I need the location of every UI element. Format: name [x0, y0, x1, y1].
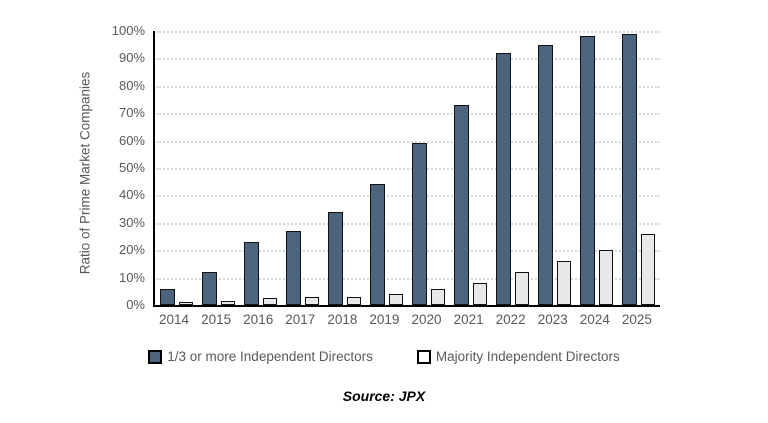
bar-group-2024 [576, 31, 618, 305]
x-axis-label-2015: 2015 [201, 312, 232, 327]
x-axis-label-2025: 2025 [621, 312, 652, 327]
bar-majority-2025 [641, 233, 656, 305]
gridline [156, 222, 660, 225]
y-tick-label: 50% [118, 160, 145, 175]
bar-one-third-2016 [243, 241, 259, 305]
bar-majority-2024 [599, 250, 614, 305]
legend-item-one-third: 1/3 or more Independent Directors [148, 349, 373, 364]
y-tick-label: 60% [118, 132, 145, 148]
bar-one-third-2015 [201, 272, 217, 305]
x-axis-label-2021: 2021 [453, 312, 484, 327]
legend: 1/3 or more Independent Directors Majori… [0, 349, 768, 364]
x-axis-label-2017: 2017 [285, 312, 316, 327]
source-note: Source: JPX [342, 388, 426, 404]
bar-group-2015 [197, 31, 239, 305]
gridline [156, 140, 660, 143]
bar-majority-2022 [515, 272, 530, 305]
y-axis-title: Ratio of Prime Market Companies [77, 71, 93, 275]
bar-group-2016 [239, 31, 281, 305]
legend-marker-one-third-icon [148, 349, 163, 364]
x-axis-label-2016: 2016 [243, 312, 274, 327]
bar-group-2014 [155, 31, 197, 305]
x-axis-label-2023: 2023 [537, 312, 568, 327]
bar-group-2020 [407, 31, 449, 305]
bar-group-2025 [618, 31, 660, 305]
x-axis-label-2024: 2024 [579, 312, 610, 327]
bar-one-third-2025 [622, 33, 638, 305]
gridline [156, 113, 660, 116]
bar-majority-2016 [262, 298, 277, 305]
bar-majority-2023 [557, 261, 572, 305]
x-axis-label-2014: 2014 [159, 312, 190, 327]
gridline [156, 58, 660, 61]
bar-one-third-2022 [496, 52, 512, 305]
legend-marker-majority-icon [416, 349, 431, 364]
y-tick-label: 10% [118, 269, 145, 285]
y-tick-label: 90% [118, 50, 145, 66]
gridline [156, 277, 660, 280]
bar-one-third-2024 [580, 36, 596, 305]
bar-majority-2018 [346, 296, 361, 305]
bar-majority-2021 [473, 283, 488, 305]
y-tick-label: 20% [118, 242, 145, 258]
gridline [156, 85, 660, 88]
y-tick-label: 80% [118, 77, 145, 93]
y-tick-label: 40% [118, 187, 145, 203]
bar-group-2022 [492, 31, 534, 305]
bar-one-third-2021 [454, 104, 470, 305]
bar-one-third-2019 [369, 184, 385, 305]
legend-label-one-third: 1/3 or more Independent Directors [167, 349, 373, 364]
y-tick-label: 70% [118, 105, 145, 121]
y-axis-tick-labels: 0% 10% 20% 30% 40% 50% 60% 70% 80% 90% 100% [95, 23, 145, 312]
bar-group-2021 [450, 31, 492, 305]
bar-majority-2014 [178, 302, 193, 305]
gridline [156, 195, 660, 198]
bar-one-third-2023 [538, 44, 554, 305]
bar-majority-2017 [304, 296, 319, 305]
x-axis-label-2019: 2019 [369, 312, 400, 327]
bar-majority-2015 [220, 300, 235, 305]
bar-one-third-2017 [285, 231, 301, 305]
bar-group-2018 [323, 31, 365, 305]
y-tick-label: 100% [111, 23, 145, 38]
bar-one-third-2020 [412, 143, 427, 305]
plot-area [153, 31, 660, 307]
y-tick-label: 0% [126, 297, 145, 312]
bar-one-third-2014 [159, 288, 175, 305]
bar-groups [155, 31, 660, 305]
gridline [156, 168, 660, 170]
gridline [156, 250, 660, 253]
bar-one-third-2018 [327, 211, 343, 305]
legend-item-majority: Majority Independent Directors [416, 349, 620, 364]
bar-group-2023 [534, 31, 576, 305]
legend-label-majority: Majority Independent Directors [435, 349, 620, 364]
bar-group-2019 [365, 31, 407, 305]
x-axis-label-2022: 2022 [495, 312, 526, 327]
x-axis-label-2020: 2020 [411, 312, 442, 327]
x-axis-labels: 2014 2015 2016 2017 2018 2019 2020 2021 2022 2023… [153, 312, 658, 327]
bar-group-2017 [281, 31, 323, 305]
y-tick-label: 30% [118, 214, 145, 230]
bar-majority-2020 [431, 288, 445, 305]
x-axis-label-2018: 2018 [327, 312, 358, 327]
bar-majority-2019 [388, 294, 403, 305]
gridline [156, 31, 660, 33]
